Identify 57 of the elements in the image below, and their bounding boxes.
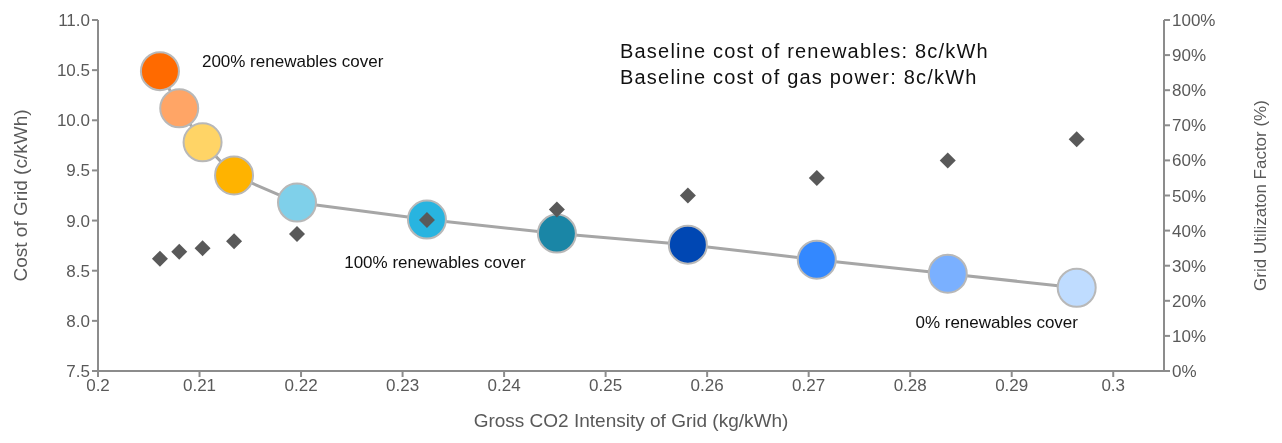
point [194,240,211,257]
annotation: Baseline cost of renewables: 8c/kWh [620,39,989,64]
y-tick-label: 11.0 [58,11,90,31]
point [679,187,696,204]
x-tick-label: 0.23 [386,376,420,396]
y2-tick-label: 0% [1172,362,1197,382]
point [939,152,956,169]
point [171,243,188,260]
y2-tick-label: 30% [1172,256,1207,276]
point [1068,131,1085,148]
y-tick-label: 9.0 [66,211,90,231]
point [548,201,565,218]
point [139,51,180,92]
y2-tick-label: 40% [1172,221,1207,241]
x-tick-label: 0.29 [995,376,1029,396]
y-tick-label: 8.5 [66,261,90,281]
x-tick-label: 0.27 [792,376,826,396]
x-tick-label: 0.3 [1101,376,1126,396]
y2-tick-label: 80% [1172,81,1207,101]
annotation: 0% renewables cover [915,312,1079,332]
x-tick-label: 0.22 [284,376,318,396]
point [182,122,223,163]
point [159,88,200,129]
point [151,250,168,267]
y-axis-title: Cost of Grid (c/kWh) [9,109,31,282]
y2-axis-title: Grid Utilizaton Factor (%) [1251,100,1271,291]
point [214,155,255,196]
point [1056,267,1097,308]
x-tick-label: 0.26 [690,376,724,396]
y2-tick-label: 20% [1172,291,1207,311]
y-tick-label: 8.0 [66,311,90,331]
y2-tick-label: 50% [1172,186,1207,206]
point [667,224,708,265]
y2-tick-label: 60% [1172,151,1207,171]
annotation: Baseline cost of gas power: 8c/kWh [620,65,979,90]
point [226,233,243,250]
annotation: 100% renewables cover [344,252,526,272]
point [796,239,837,280]
point [808,169,825,186]
y-tick-label: 10.0 [56,111,90,131]
point [276,182,317,223]
point [288,226,305,243]
y-tick-label: 9.5 [66,161,90,181]
y-tick-label: 10.5 [56,61,90,81]
y2-tick-label: 10% [1172,326,1207,346]
x-tick-label: 0.25 [589,376,623,396]
point [536,213,577,254]
x-tick-label: 0.21 [182,376,217,396]
x-tick-label: 0.24 [487,376,521,396]
annotation: 200% renewables cover [201,52,384,72]
y2-tick-label: 100% [1172,11,1216,31]
y2-tick-label: 70% [1172,116,1207,136]
x-axis-title: Gross CO2 Intensity of Grid (kg/kWh) [473,410,789,431]
y2-tick-label: 90% [1172,46,1207,66]
x-tick-label: 0.2 [86,376,110,396]
x-tick-label: 0.28 [893,376,927,396]
point [927,253,968,294]
